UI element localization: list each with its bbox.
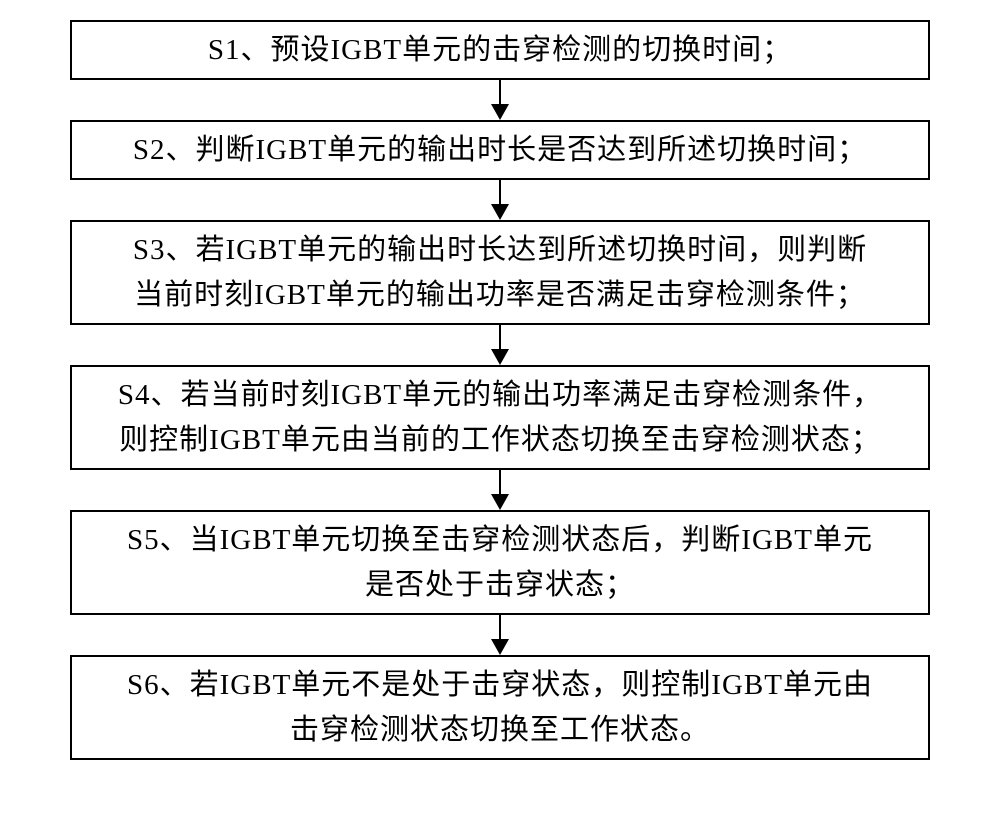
arrow-head-icon [491,639,509,655]
flowchart-container: S1、预设IGBT单元的击穿检测的切换时间； S2、判断IGBT单元的输出时长是… [70,20,930,760]
arrow-2 [70,180,930,220]
arrow-head-icon [491,104,509,120]
arrow-line-icon [499,325,501,351]
step-s6-text: S6、若IGBT单元不是处于击穿状态，则控制IGBT单元由 击穿检测状态切换至工… [127,663,873,753]
arrow-4 [70,470,930,510]
step-s4-box: S4、若当前时刻IGBT单元的输出功率满足击穿检测条件， 则控制IGBT单元由当… [70,365,930,470]
step-s3-box: S3、若IGBT单元的输出时长达到所述切换时间，则判断 当前时刻IGBT单元的输… [70,220,930,325]
step-s2-text: S2、判断IGBT单元的输出时长是否达到所述切换时间； [133,128,867,173]
step-s5-box: S5、当IGBT单元切换至击穿检测状态后，判断IGBT单元 是否处于击穿状态； [70,510,930,615]
arrow-head-icon [491,494,509,510]
arrow-line-icon [499,615,501,641]
arrow-3 [70,325,930,365]
step-s2-box: S2、判断IGBT单元的输出时长是否达到所述切换时间； [70,120,930,180]
step-s3-text: S3、若IGBT单元的输出时长达到所述切换时间，则判断 当前时刻IGBT单元的输… [133,228,867,318]
arrow-line-icon [499,80,501,106]
step-s1-text: S1、预设IGBT单元的击穿检测的切换时间； [208,28,792,73]
arrow-head-icon [491,204,509,220]
arrow-line-icon [499,180,501,206]
step-s6-box: S6、若IGBT单元不是处于击穿状态，则控制IGBT单元由 击穿检测状态切换至工… [70,655,930,760]
step-s4-text: S4、若当前时刻IGBT单元的输出功率满足击穿检测条件， 则控制IGBT单元由当… [118,373,882,463]
arrow-head-icon [491,349,509,365]
arrow-line-icon [499,470,501,496]
arrow-1 [70,80,930,120]
arrow-5 [70,615,930,655]
step-s5-text: S5、当IGBT单元切换至击穿检测状态后，判断IGBT单元 是否处于击穿状态； [127,518,873,608]
step-s1-box: S1、预设IGBT单元的击穿检测的切换时间； [70,20,930,80]
